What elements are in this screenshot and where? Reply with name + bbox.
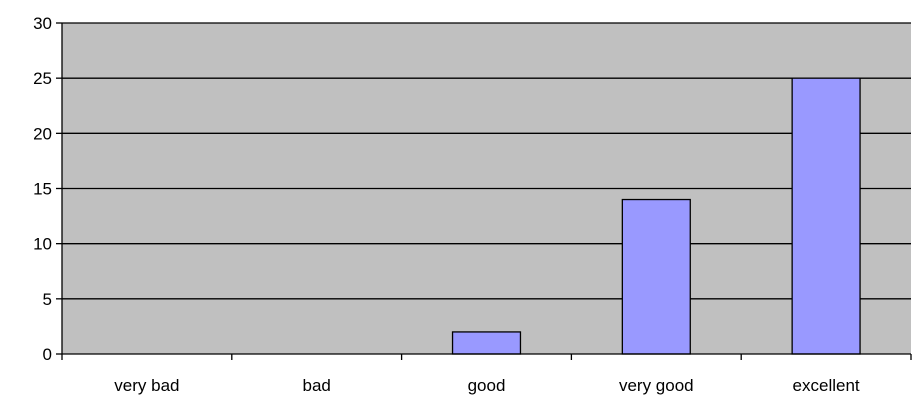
x-tick-label: very bad	[114, 376, 179, 395]
y-tick-label: 30	[33, 14, 52, 33]
y-tick-label: 15	[33, 180, 52, 199]
y-tick-label: 0	[43, 345, 52, 364]
y-tick-label: 10	[33, 235, 52, 254]
y-tick-label: 5	[43, 290, 52, 309]
x-tick-label: good	[468, 376, 506, 395]
y-tick-label: 25	[33, 69, 52, 88]
gridlines	[56, 22, 911, 355]
bars	[451, 77, 861, 355]
y-tick-labels: 0 5 10 15 20 25 30	[33, 14, 52, 364]
axes	[61, 23, 912, 360]
bar-very-good	[621, 198, 691, 355]
x-tick-label: bad	[303, 376, 331, 395]
x-tick-labels: very bad bad good very good excellent	[114, 376, 860, 395]
bar-excellent	[791, 77, 861, 355]
x-tick-label: excellent	[793, 376, 860, 395]
bar-good	[451, 331, 522, 355]
y-tick-label: 20	[33, 124, 52, 143]
x-tick-label: very good	[619, 376, 694, 395]
